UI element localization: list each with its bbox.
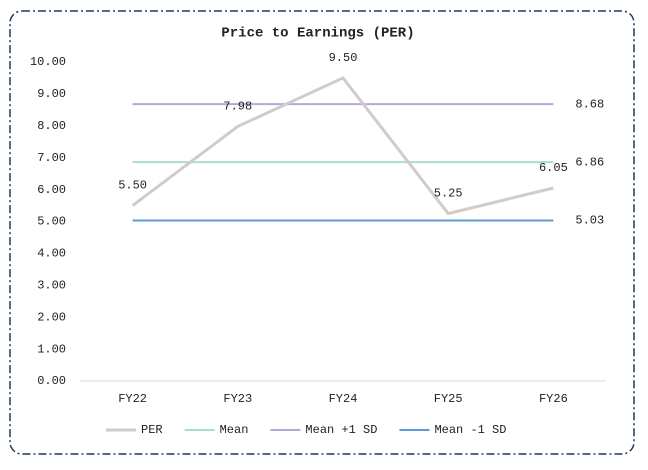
series-line <box>131 76 554 216</box>
y-tick-label: 0.00 <box>37 374 66 388</box>
data-label: 8.68 <box>575 97 604 111</box>
y-tick-label: 6.00 <box>37 183 66 197</box>
y-tick-label: 1.00 <box>37 342 66 356</box>
chart-border <box>9 10 635 455</box>
data-label: 6.05 <box>539 161 568 175</box>
y-tick-label: 9.00 <box>37 87 66 101</box>
y-tick-label: 10.00 <box>30 55 66 69</box>
x-tick-label: FY23 <box>223 392 252 406</box>
y-tick-label: 3.00 <box>37 278 66 292</box>
legend-label: PER <box>141 423 163 437</box>
data-label: 7.98 <box>223 100 252 114</box>
y-tick-label: 5.00 <box>37 215 66 229</box>
data-label: 5.25 <box>434 187 463 201</box>
x-tick-label: FY22 <box>118 392 147 406</box>
data-label: 6.86 <box>575 155 604 169</box>
y-tick-label: 2.00 <box>37 310 66 324</box>
legend-label: Mean <box>220 423 249 437</box>
x-tick-label: FY24 <box>329 392 358 406</box>
x-tick-label: FY26 <box>539 392 568 406</box>
chart-title: Price to Earnings (PER) <box>221 26 414 42</box>
x-tick-label: FY25 <box>434 392 463 406</box>
data-label: 5.03 <box>575 214 604 228</box>
y-tick-label: 4.00 <box>37 247 66 261</box>
data-label: 5.50 <box>118 179 147 193</box>
y-tick-label: 8.00 <box>37 119 66 133</box>
legend-label: Mean +1 SD <box>305 423 377 437</box>
legend-label: Mean -1 SD <box>434 423 506 437</box>
data-label: 9.50 <box>329 51 358 65</box>
y-tick-label: 7.00 <box>37 151 66 165</box>
